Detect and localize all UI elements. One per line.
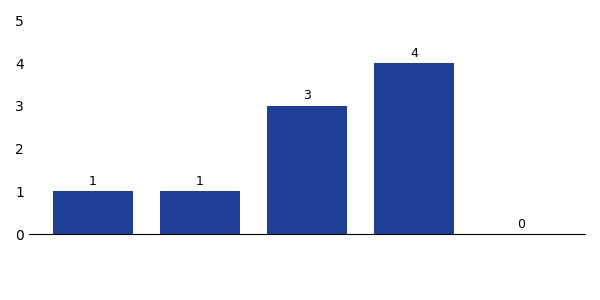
Text: 1: 1 (196, 175, 204, 188)
Text: 0: 0 (517, 218, 525, 231)
Text: 3: 3 (303, 89, 311, 103)
Bar (160, 191, 240, 234)
Bar (267, 106, 347, 234)
Text: 4: 4 (410, 47, 418, 60)
Text: 1: 1 (89, 175, 97, 188)
Bar (374, 63, 454, 234)
Bar (53, 191, 133, 234)
